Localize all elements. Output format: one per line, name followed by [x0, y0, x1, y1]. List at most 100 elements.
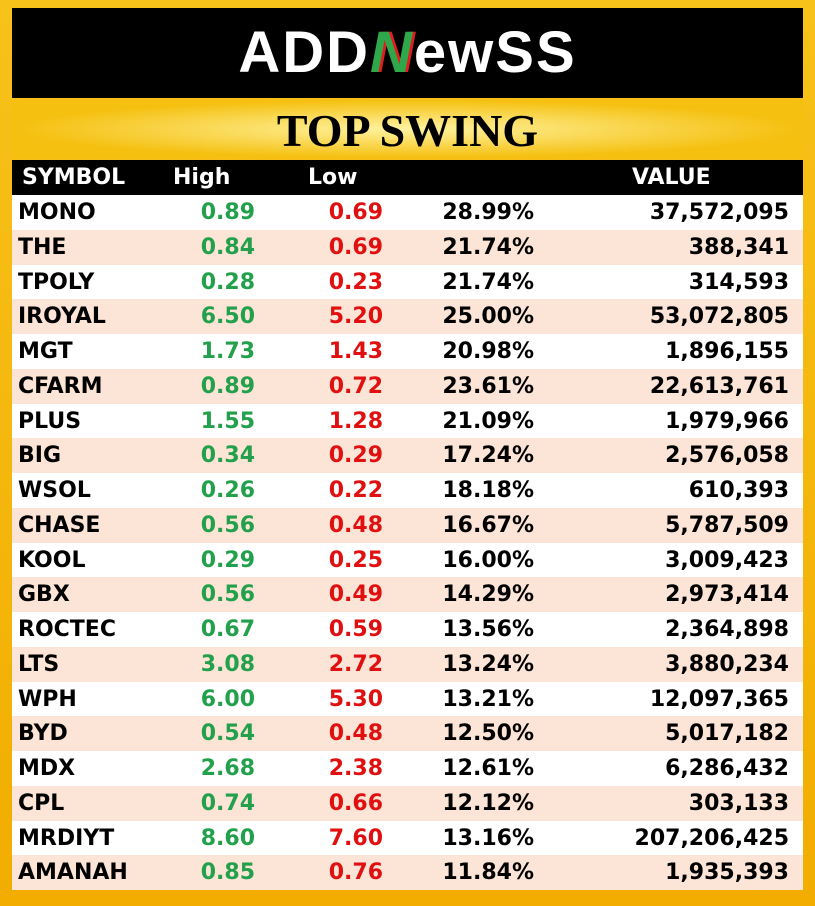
value-cell: 5,017,182	[665, 721, 789, 747]
value-cell: 1,896,155	[665, 339, 789, 364]
high-cell: 1.55	[200, 408, 255, 434]
table-row: GBX 0.56 0.49 14.29% 2,973,414	[12, 577, 803, 612]
table-row: THE 0.84 0.69 21.74% 388,341	[12, 229, 803, 265]
percent-cell: 12.61%	[442, 756, 534, 781]
header-cell: SYMBOL	[22, 165, 126, 190]
symbol-cell: CFARM	[18, 373, 103, 399]
symbol-cell: LTS	[18, 651, 60, 677]
header-cell: Low	[308, 165, 358, 190]
symbol-cell: GBX	[18, 582, 70, 608]
low-cell: 0.69	[328, 234, 383, 260]
value-cell: 207,206,425	[634, 825, 789, 851]
low-cell: 0.29	[328, 443, 383, 469]
value-cell: 5,787,509	[665, 512, 789, 538]
percent-cell: 21.74%	[442, 234, 534, 260]
high-cell: 0.34	[200, 443, 255, 469]
table-row: PLUS 1.55 1.28 21.09% 1,979,966	[12, 403, 803, 439]
symbol-cell: MONO	[18, 200, 96, 225]
percent-cell: 18.18%	[442, 478, 534, 503]
table-row: WPH 6.00 5.30 13.21% 12,097,365	[12, 681, 803, 717]
percent-cell: 21.09%	[442, 408, 534, 434]
table-row: CPL 0.74 0.66 12.12% 303,133	[12, 785, 803, 821]
percent-cell: 17.24%	[442, 443, 534, 469]
percent-cell: 12.50%	[442, 721, 534, 747]
header-row: SYMBOL High Low VALUE	[12, 160, 803, 195]
percent-cell: 16.00%	[442, 547, 534, 573]
high-cell: 0.29	[200, 547, 255, 573]
percent-cell: 23.61%	[442, 373, 534, 399]
high-cell: 0.84	[200, 234, 255, 260]
high-cell: 2.68	[200, 756, 255, 781]
low-cell: 2.72	[328, 651, 383, 677]
low-cell: 2.38	[328, 756, 383, 781]
percent-cell: 13.24%	[442, 651, 534, 677]
symbol-cell: THE	[18, 234, 67, 260]
high-cell: 0.56	[200, 512, 255, 538]
symbol-cell: MGT	[18, 339, 73, 364]
table-row: BYD 0.54 0.48 12.50% 5,017,182	[12, 716, 803, 751]
low-cell: 0.49	[328, 582, 383, 608]
value-cell: 53,072,805	[649, 304, 789, 330]
table-row: IROYAL 6.50 5.20 25.00% 53,072,805	[12, 299, 803, 334]
percent-cell: 11.84%	[442, 860, 534, 886]
percent-cell: 25.00%	[442, 304, 534, 330]
symbol-cell: BIG	[18, 443, 62, 469]
low-cell: 0.72	[328, 373, 383, 399]
value-cell: 37,572,095	[649, 200, 789, 225]
low-cell: 0.22	[328, 478, 383, 503]
symbol-cell: WSOL	[18, 478, 91, 503]
symbol-cell: MDX	[18, 756, 76, 781]
header-cell: High	[173, 165, 231, 190]
low-cell: 0.48	[328, 721, 383, 747]
value-cell: 2,973,414	[665, 582, 789, 608]
value-cell: 3,880,234	[665, 651, 789, 677]
table-row: CHASE 0.56 0.48 16.67% 5,787,509	[12, 507, 803, 543]
high-cell: 0.89	[200, 373, 255, 399]
low-cell: 5.30	[328, 686, 383, 712]
table-row: ROCTEC 0.67 0.59 13.56% 2,364,898	[12, 612, 803, 647]
header-cell: VALUE	[632, 165, 711, 190]
symbol-cell: MRDIYT	[18, 825, 115, 851]
low-cell: 5.20	[328, 304, 383, 330]
value-cell: 2,576,058	[665, 443, 789, 469]
table-row: BIG 0.34 0.29 17.24% 2,576,058	[12, 438, 803, 473]
logo-text: ADD	[238, 20, 371, 85]
percent-cell: 16.67%	[442, 512, 534, 538]
value-cell: 12,097,365	[649, 686, 789, 712]
high-cell: 0.74	[200, 790, 255, 816]
table-row: MONO 0.89 0.69 28.99% 37,572,095	[12, 195, 803, 230]
value-cell: 1,979,966	[665, 408, 789, 434]
low-cell: 1.43	[328, 339, 383, 364]
table-row: AMANAH 0.85 0.76 11.84% 1,935,393	[12, 855, 803, 890]
symbol-cell: IROYAL	[18, 304, 106, 330]
symbol-cell: TPOLY	[18, 269, 95, 295]
percent-cell: 21.74%	[442, 269, 534, 295]
value-cell: 2,364,898	[665, 617, 789, 642]
high-cell: 6.00	[200, 686, 255, 712]
low-cell: 0.25	[328, 547, 383, 573]
logo-text: ewSS	[413, 20, 577, 85]
high-cell: 0.85	[200, 860, 255, 886]
table-row: MDX 2.68 2.38 12.61% 6,286,432	[12, 751, 803, 786]
table-row: MGT 1.73 1.43 20.98% 1,896,155	[12, 334, 803, 369]
table-row: TPOLY 0.28 0.23 21.74% 314,593	[12, 264, 803, 300]
percent-cell: 28.99%	[442, 200, 534, 225]
symbol-cell: AMANAH	[18, 860, 128, 886]
rows: MONO 0.89 0.69 28.99% 37,572,095 THE 0.84 0.69 2…	[12, 195, 803, 890]
title: TOP SWING	[12, 100, 803, 158]
high-cell: 0.67	[200, 617, 255, 642]
high-cell: 1.73	[200, 339, 255, 364]
symbol-cell: BYD	[18, 721, 68, 747]
symbol-cell: CHASE	[18, 512, 101, 538]
low-cell: 0.69	[328, 200, 383, 225]
percent-cell: 13.21%	[442, 686, 534, 712]
value-cell: 388,341	[688, 234, 789, 260]
percent-cell: 12.12%	[442, 790, 534, 816]
symbol-cell: KOOL	[18, 547, 86, 573]
logo-mark: N	[370, 20, 414, 85]
percent-cell: 13.56%	[442, 617, 534, 642]
high-cell: 3.08	[200, 651, 255, 677]
percent-cell: 13.16%	[442, 825, 534, 851]
value-cell: 1,935,393	[665, 860, 789, 886]
